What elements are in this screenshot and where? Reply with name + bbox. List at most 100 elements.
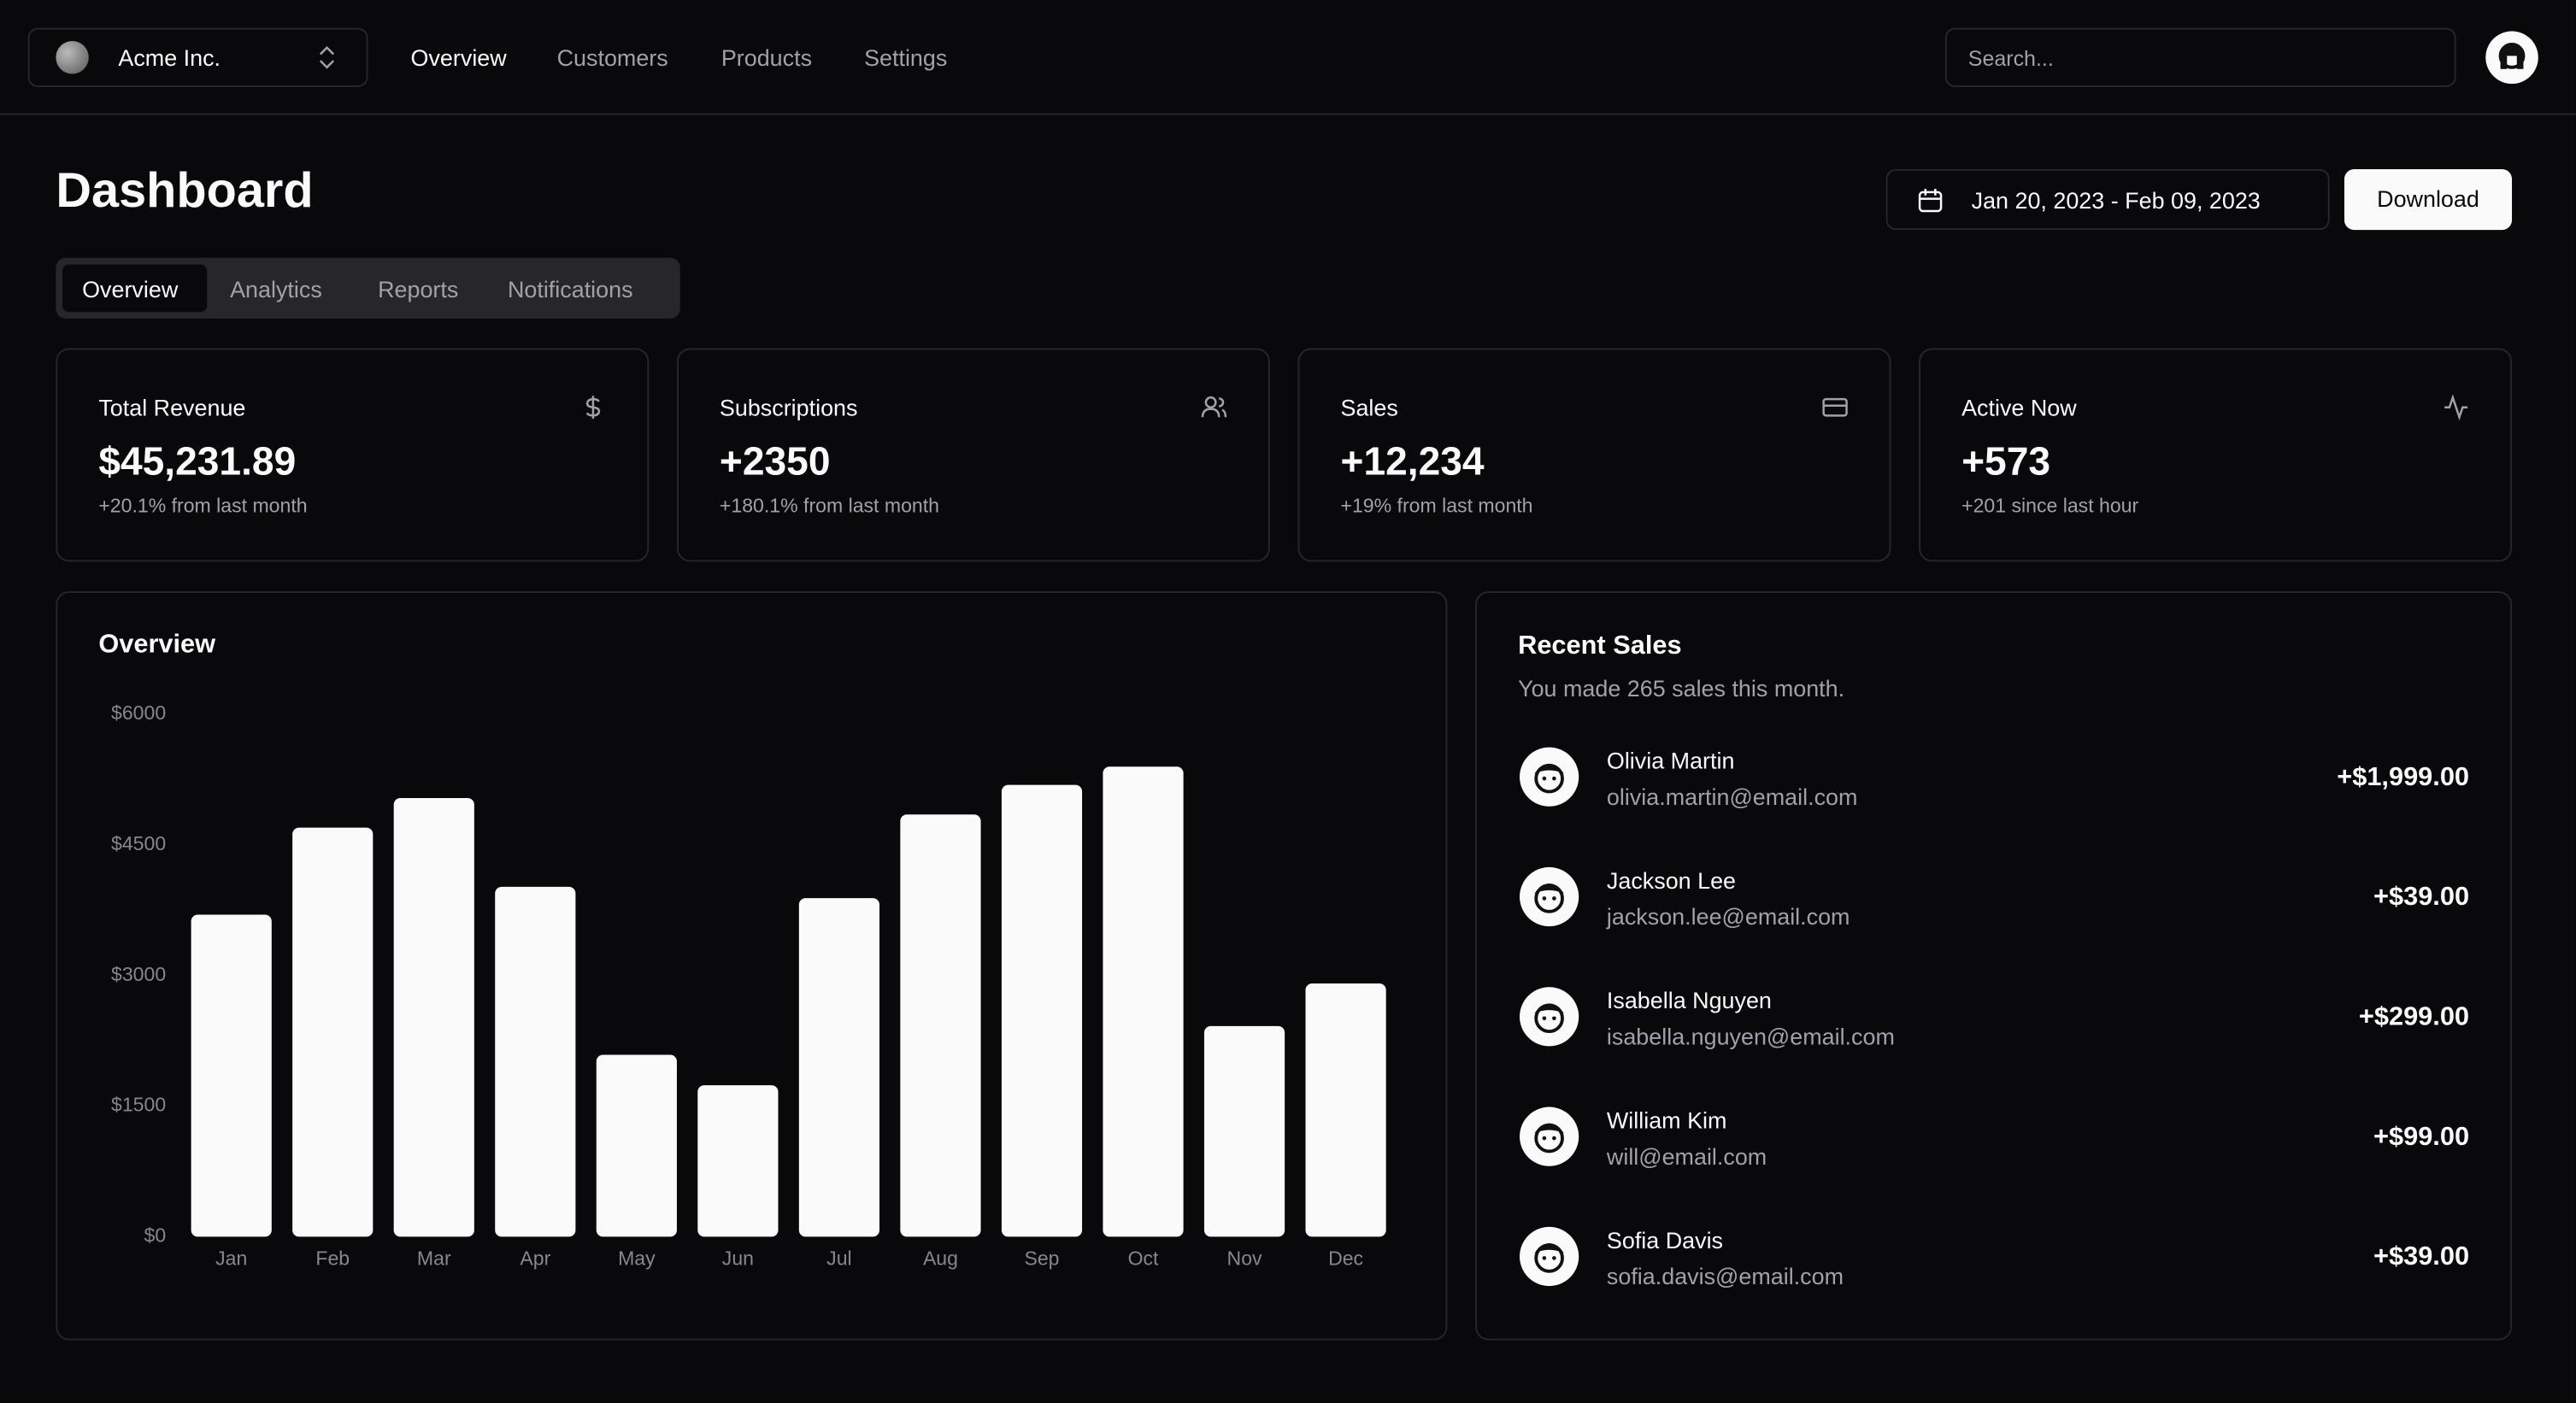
card-note: +201 since last hour xyxy=(1961,494,2139,518)
page-title: Dashboard xyxy=(56,164,314,219)
sale-amount: +$299.00 xyxy=(2358,1003,2470,1032)
stat-card: Subscriptions +2350 +180.1% from last mont… xyxy=(676,348,1270,562)
customer-name: Olivia Martin xyxy=(1606,747,1735,774)
bar xyxy=(1203,1025,1285,1237)
customer-avatar xyxy=(1520,1107,1579,1166)
y-tick-label: $1500 xyxy=(111,1094,166,1116)
card-value: +12,234 xyxy=(1340,440,1485,485)
stat-card: Total Revenue $45,231.89 +20.1% from last … xyxy=(56,348,650,562)
bar xyxy=(191,914,272,1237)
sale-amount: +$39.00 xyxy=(2373,883,2470,912)
recent-sales-subtitle: You made 265 sales this month. xyxy=(1518,675,1845,702)
download-button[interactable]: Download xyxy=(2344,168,2513,231)
x-tick-label: Mar xyxy=(417,1247,451,1269)
card-title: Sales xyxy=(1340,394,1398,421)
nav-link[interactable]: Customers xyxy=(556,44,668,71)
customer-name: Isabella Nguyen xyxy=(1606,987,1772,1013)
search-input[interactable]: Search... xyxy=(1944,27,2456,87)
x-tick-label: Jan xyxy=(215,1247,247,1269)
bar xyxy=(798,898,880,1237)
active-tab-bg xyxy=(62,264,208,313)
card-icon xyxy=(1822,397,1848,417)
y-tick-label: $0 xyxy=(144,1224,167,1247)
recent-sales-panel: Recent Sales You made 265 sales this mon… xyxy=(1475,590,2513,1341)
bar xyxy=(596,1054,677,1237)
card-note: +19% from last month xyxy=(1340,494,1533,518)
card-icon xyxy=(1201,396,1227,418)
x-tick-label: Apr xyxy=(520,1247,550,1269)
customer-email: isabella.nguyen@email.com xyxy=(1606,1023,1895,1050)
x-tick-label: Oct xyxy=(1128,1247,1159,1269)
team-name: Acme Inc. xyxy=(118,44,221,71)
date-picker[interactable]: Jan 20, 2023 - Feb 09, 2023 xyxy=(1885,168,2330,231)
card-note: +180.1% from last month xyxy=(719,494,939,518)
customer-email: olivia.martin@email.com xyxy=(1606,783,1858,810)
nav-link[interactable]: Settings xyxy=(864,44,948,71)
customer-name: Jackson Lee xyxy=(1606,866,1737,894)
tab[interactable]: Reports xyxy=(378,275,459,302)
calendar-icon xyxy=(1918,189,1943,213)
card-title: Total Revenue xyxy=(98,394,246,421)
card-title: Subscriptions xyxy=(719,394,858,421)
x-tick-label: Jul xyxy=(826,1247,851,1269)
recent-sales-title: Recent Sales xyxy=(1518,632,1682,660)
team-logo xyxy=(56,41,89,74)
tab[interactable]: Overview xyxy=(82,275,179,302)
customer-avatar xyxy=(1520,987,1579,1047)
x-tick-label: May xyxy=(618,1247,656,1269)
tab[interactable]: Analytics xyxy=(230,275,322,302)
overview-panel xyxy=(56,590,1448,1341)
sale-amount: +$99.00 xyxy=(2373,1123,2470,1152)
bar xyxy=(1001,784,1083,1237)
sale-amount: +$1,999.00 xyxy=(2337,763,2470,792)
tab[interactable]: Notifications xyxy=(507,275,633,302)
card-icon xyxy=(585,396,601,420)
card-value: +573 xyxy=(1961,440,2051,485)
sale-amount: +$39.00 xyxy=(2373,1243,2470,1271)
y-tick-label: $4500 xyxy=(111,832,166,854)
x-tick-label: Jun xyxy=(722,1247,754,1269)
customer-avatar xyxy=(1520,1226,1579,1287)
nav-link[interactable]: Overview xyxy=(410,44,507,71)
customer-avatar xyxy=(1520,866,1579,927)
bar xyxy=(697,1085,779,1237)
bar xyxy=(1305,983,1386,1237)
bar xyxy=(292,827,373,1237)
x-tick-label: Sep xyxy=(1024,1247,1059,1269)
card-value: +2350 xyxy=(719,440,831,485)
customer-avatar xyxy=(1520,747,1579,807)
customer-email: jackson.lee@email.com xyxy=(1606,903,1850,930)
stat-card: Sales +12,234 +19% from last month xyxy=(1297,348,1891,562)
bar xyxy=(1103,766,1184,1237)
x-tick-label: Nov xyxy=(1227,1247,1262,1269)
x-tick-label: Aug xyxy=(923,1247,958,1269)
nav-divider xyxy=(0,113,2576,115)
date-range: Jan 20, 2023 - Feb 09, 2023 xyxy=(1971,187,2261,214)
chart-title: Overview xyxy=(98,629,215,659)
chevron-icon xyxy=(319,45,335,69)
x-tick-label: Dec xyxy=(1328,1247,1363,1269)
y-tick-label: $3000 xyxy=(111,963,166,985)
card-note: +20.1% from last month xyxy=(98,494,308,518)
tabs: Overview Analytics Reports Notifications xyxy=(56,257,680,319)
user-avatar[interactable] xyxy=(2484,30,2539,85)
customer-name: Sofia Davis xyxy=(1606,1226,1724,1253)
card-value: $45,231.89 xyxy=(98,440,297,485)
stat-card: Active Now +573 +201 since last hour xyxy=(1919,348,2513,562)
search-placeholder: Search... xyxy=(1967,45,2054,71)
card-title: Active Now xyxy=(1961,394,2077,421)
customer-name: William Kim xyxy=(1606,1107,1727,1134)
bar xyxy=(495,886,576,1237)
customer-email: will@email.com xyxy=(1606,1142,1767,1170)
nav-link[interactable]: Products xyxy=(720,44,813,71)
bar xyxy=(393,797,474,1237)
customer-email: sofia.davis@email.com xyxy=(1606,1263,1844,1289)
y-tick-label: $6000 xyxy=(111,702,166,724)
team-switcher[interactable]: Acme Inc. xyxy=(27,27,368,87)
card-icon xyxy=(2444,394,2468,421)
x-tick-label: Feb xyxy=(315,1247,350,1269)
bar xyxy=(900,814,981,1237)
